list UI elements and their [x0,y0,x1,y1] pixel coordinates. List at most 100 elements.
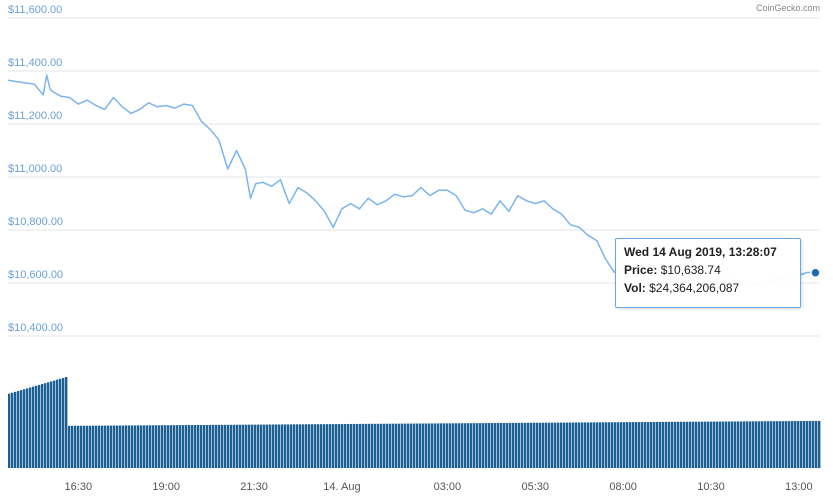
volume-bar [155,425,158,468]
volume-bar [353,423,356,468]
volume-bar [146,425,149,468]
volume-bar [323,424,326,468]
volume-bar [470,423,473,468]
y-tick-label: $11,400.00 [8,57,62,69]
tooltip-vol-label: Vol: [624,281,646,295]
volume-bar [191,425,194,468]
volume-bar [293,424,296,468]
volume-bar [806,420,809,468]
volume-bar [548,422,551,468]
volume-bar [137,425,140,468]
volume-bar [365,423,368,468]
volume-bar [395,423,398,468]
volume-bar [701,421,704,468]
volume-bar [731,421,734,468]
volume-bar [272,424,275,468]
volume-bar [449,423,452,468]
volume-bar [794,421,797,468]
volume-bar [392,423,395,468]
volume-bar [419,423,422,468]
volume-bar [695,421,698,468]
volume-bar [599,422,602,468]
volume-bar [719,421,722,468]
volume-bar [170,425,173,468]
volume-bar [740,421,743,468]
volume-bar [665,421,668,468]
volume-bar [53,380,56,468]
hover-marker [810,267,821,278]
volume-bar [245,424,248,468]
volume-bar [725,421,728,468]
tooltip-vol-value: $24,364,206,087 [649,281,740,295]
volume-bar [65,377,68,468]
volume-bar [317,424,320,468]
volume-bar [275,424,278,468]
y-tick-label: $11,600.00 [8,4,62,16]
volume-bar [14,391,17,468]
volume-bar [659,421,662,468]
volume-bar [233,424,236,468]
volume-bar [284,424,287,468]
volume-bar [335,424,338,468]
volume-bar [743,421,746,468]
volume-bar [347,423,350,468]
volume-bar [614,422,617,468]
volume-bar [131,425,134,468]
volume-bar [278,424,281,468]
volume-bar [242,424,245,468]
volume-bar [401,423,404,468]
volume-bar [218,424,221,468]
credit-label[interactable]: CoinGecko.com [756,3,820,13]
volume-bar [209,424,212,468]
volume-bar [770,421,773,468]
volume-bar [410,423,413,468]
volume-bar [134,425,137,468]
volume-bar [683,421,686,468]
volume-bar [713,421,716,468]
volume-bar [296,424,299,468]
tooltip-price-value: $10,638.74 [660,263,721,277]
volume-bar [437,423,440,468]
volume-bar [728,421,731,468]
volume-bar [200,424,203,468]
volume-bar [263,424,266,468]
volume-bar [569,422,572,468]
volume-bar [635,422,638,468]
y-tick-label: $10,400.00 [8,322,63,334]
volume-bar [440,423,443,468]
volume-bar [476,423,479,468]
volume-bar [737,421,740,468]
volume-bar [674,421,677,468]
volume-bar [566,422,569,468]
volume-bar [617,422,620,468]
volume-bar [506,422,509,468]
volume-bar [89,425,92,468]
volume-bar [29,387,32,468]
volume-bar [455,423,458,468]
volume-bar [149,425,152,468]
volume-bar [749,421,752,468]
volume-bar [329,424,332,468]
volume-bar [818,420,821,468]
volume-bar [38,384,41,468]
volume-bar [575,422,578,468]
volume-bar [50,381,53,468]
volume-bar [686,421,689,468]
y-tick-label: $11,200.00 [8,110,62,122]
volume-bar [161,425,164,468]
volume-bar [212,424,215,468]
volume-bar [668,421,671,468]
volume-bar [416,423,419,468]
volume-bar [143,425,146,468]
volume-bar [755,421,758,468]
volume-bar [734,421,737,468]
volume-bar [389,423,392,468]
volume-bar [503,422,506,468]
volume-bar [167,425,170,468]
volume-bar [119,425,122,468]
volume-bar [785,421,788,468]
volume-bar [380,423,383,468]
volume-bar [722,421,725,468]
volume-bar [641,422,644,468]
volume-bar [17,390,20,468]
